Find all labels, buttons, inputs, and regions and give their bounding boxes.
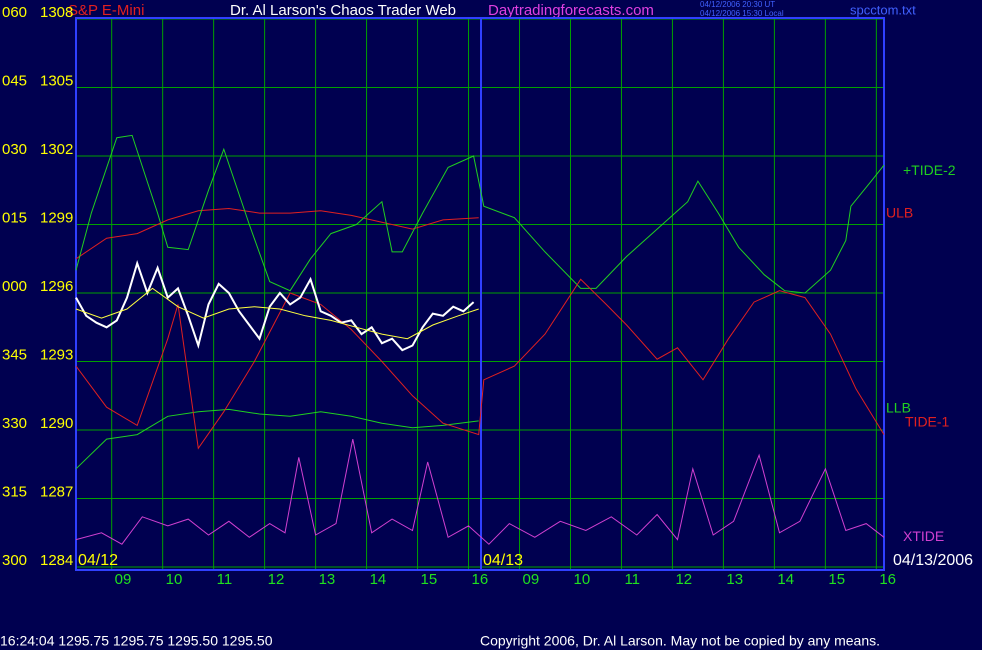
series-label: XTIDE bbox=[903, 528, 944, 544]
series-line bbox=[75, 260, 475, 352]
y-tick-label: 1287 bbox=[40, 483, 73, 500]
instrument: S&P E-Mini bbox=[68, 2, 144, 19]
date-label: 04/12 bbox=[78, 552, 118, 569]
x-tick-label: 14 bbox=[370, 571, 387, 588]
series-line bbox=[75, 287, 479, 340]
series-label: TIDE-1 bbox=[905, 413, 950, 429]
angle-label: 330 bbox=[2, 415, 27, 432]
x-tick-label: 13 bbox=[726, 571, 743, 588]
series-label: ULB bbox=[886, 204, 913, 220]
date-label: 04/13/2006 bbox=[893, 552, 973, 569]
date-label: 04/13 bbox=[483, 552, 523, 569]
series-label: LLB bbox=[886, 400, 911, 416]
x-tick-label: 11 bbox=[217, 571, 233, 588]
angle-label: 015 bbox=[2, 209, 27, 226]
site: Daytradingforecasts.com bbox=[488, 2, 654, 19]
y-tick-label: 1293 bbox=[40, 346, 73, 363]
y-tick-label: 1308 bbox=[40, 4, 73, 21]
angle-label: 315 bbox=[2, 483, 27, 500]
y-tick-label: 1305 bbox=[40, 72, 73, 89]
angle-label: 060 bbox=[2, 4, 27, 21]
y-tick-label: 1296 bbox=[40, 278, 73, 295]
x-tick-label: 14 bbox=[777, 571, 794, 588]
series-line bbox=[75, 278, 885, 450]
series-line bbox=[75, 408, 479, 470]
series-line bbox=[75, 439, 885, 545]
x-tick-label: 16 bbox=[879, 571, 896, 588]
status: 16:24:04 1295.75 1295.75 1295.50 1295.50 bbox=[0, 633, 273, 649]
copyright: Copyright 2006, Dr. Al Larson. May not b… bbox=[480, 633, 880, 649]
x-tick-label: 11 bbox=[624, 571, 640, 588]
time-local: 04/12/2006 15:30 Local bbox=[700, 9, 784, 18]
chart-title: Dr. Al Larson's Chaos Trader Web bbox=[230, 2, 456, 19]
y-tick-label: 1302 bbox=[40, 141, 73, 158]
x-tick-label: 13 bbox=[319, 571, 336, 588]
time-ut: 04/12/2006 20:30 UT bbox=[700, 0, 775, 9]
x-tick-label: 09 bbox=[523, 571, 540, 588]
angle-label: 000 bbox=[2, 278, 27, 295]
series-label: +TIDE-2 bbox=[903, 162, 956, 178]
x-tick-label: 10 bbox=[166, 571, 183, 588]
x-tick-label: 09 bbox=[115, 571, 132, 588]
x-tick-label: 16 bbox=[472, 571, 489, 588]
y-tick-label: 1299 bbox=[40, 209, 73, 226]
x-tick-label: 15 bbox=[421, 571, 438, 588]
file-name: spcctom.txt bbox=[850, 2, 916, 17]
angle-label: 045 bbox=[2, 72, 27, 89]
angle-label: 345 bbox=[2, 346, 27, 363]
x-tick-label: 12 bbox=[675, 571, 692, 588]
series-line bbox=[75, 207, 479, 260]
x-tick-label: 10 bbox=[573, 571, 590, 588]
x-tick-label: 12 bbox=[268, 571, 285, 588]
y-tick-label: 1284 bbox=[40, 552, 73, 569]
series-line bbox=[75, 134, 885, 294]
angle-label: 030 bbox=[2, 141, 27, 158]
angle-label: 300 bbox=[2, 552, 27, 569]
x-tick-label: 15 bbox=[828, 571, 845, 588]
y-tick-label: 1290 bbox=[40, 415, 73, 432]
